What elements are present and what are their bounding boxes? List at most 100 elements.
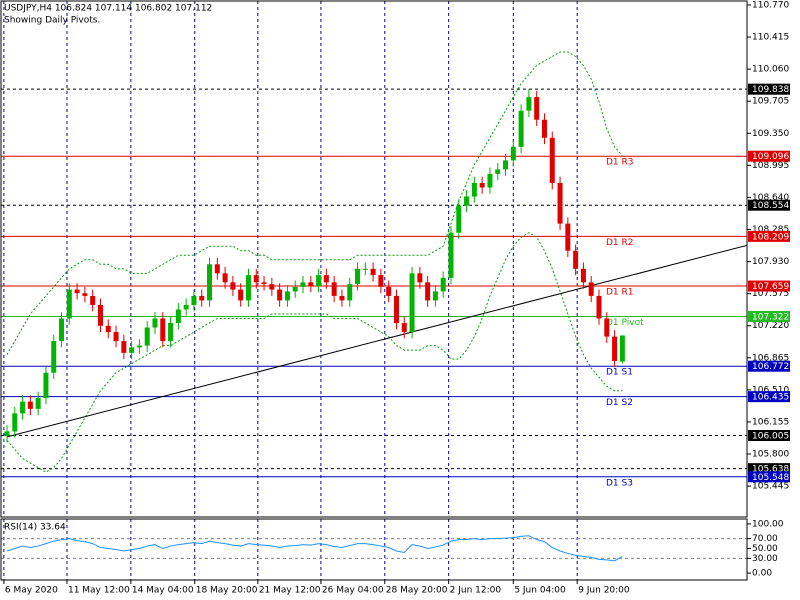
candle-body [425,282,431,301]
candle-body [82,293,88,296]
pivot-value-box [748,280,790,292]
candle-body [518,110,524,147]
candle-body [386,286,392,296]
candle-body [604,318,610,337]
y-tick-label: 109.350 [752,129,789,139]
price-label: 109.838 [752,85,789,95]
candle-body [27,401,33,409]
main-frame [0,0,748,518]
candle-body [479,182,485,188]
candle-body [51,341,57,373]
rsi-y-tick-label: 70.00 [752,534,778,544]
x-tick-label: 9 Jun 20:00 [578,586,630,596]
candle-body [12,413,18,432]
candle-body [230,282,236,290]
x-tick-label: 14 May 04:00 [132,586,194,596]
candle-body [269,284,275,290]
rsi-y-tick-label: 100.00 [752,519,784,529]
pivot-value: 107.322 [752,313,789,323]
x-tick-label: 21 May 12:00 [259,586,321,596]
candle-body [448,232,454,278]
rsi-y-tick-label: 0.00 [752,569,772,579]
candle-body [409,273,415,333]
y-tick-label: 110.415 [752,33,789,43]
candle-body [347,284,353,301]
pivot-value: 107.659 [752,282,789,292]
main-plot: D1 R3 D1 R2 D1 R1 D1 Pivot D1 S1 D1 S2 D1 S3 [1,1,747,517]
candle-body [464,196,470,206]
x-tick-label: 28 May 20:00 [386,586,448,596]
y-tick-label: 107.220 [752,321,789,331]
y-tick-label: 110.060 [752,65,789,75]
candle-body [284,291,290,301]
y-tick-label: 106.155 [752,417,789,427]
pivot-value-box [748,360,790,372]
rsi-y-tick-label: 30.00 [752,554,778,564]
price-label: 105.638 [752,465,789,475]
candle-body [121,341,127,353]
candle-body [74,289,80,294]
candle-body [191,295,197,305]
candle-body [393,295,399,324]
candle-body [526,97,532,111]
pivot-value: 108.209 [752,232,789,242]
price-label-box [748,199,790,211]
candle-body [401,323,407,333]
candle-body [557,182,563,224]
candle-body [362,268,368,270]
y-tick-label: 106.510 [752,385,789,395]
candle-body [565,223,571,251]
pivot-value-box [748,150,790,162]
candle-body [20,401,26,414]
candle-body [136,345,142,348]
pivot-value-box [748,391,790,403]
candle-body [300,282,306,287]
x-tick-label: 18 May 20:00 [196,586,258,596]
y-tick-label: 109.705 [752,97,789,107]
candle-body [323,275,329,283]
candle-body [175,309,181,324]
y-tick-label: 107.930 [752,257,789,267]
y-tick-label: 106.865 [752,353,789,363]
candle-body [59,318,65,342]
candle-body [471,182,477,197]
pivot-value: 106.435 [752,393,789,403]
pivot-value-box [748,230,790,242]
candle-body [292,286,298,292]
candle-body [245,275,251,301]
x-tick-label: 11 May 12:00 [68,586,130,596]
candle-body [90,295,96,305]
x-tick-label: 5 Jun 04:00 [514,586,566,596]
rsi-y-tick-label: 50.00 [752,544,778,554]
pivot-name: D1 S2 [606,398,633,408]
pivot-value-box [748,311,790,323]
pivot-value-box [748,471,790,483]
candle-body [331,282,337,296]
candle-body [207,264,213,301]
candle-body [355,268,361,285]
candle-body [503,160,509,170]
candle-body [97,304,103,326]
rsi-title: RSI(14) 33.64 [4,523,66,533]
band-upper [6,51,623,355]
y-tick-label: 108.285 [752,225,789,235]
candle-body [612,336,618,361]
x-tick-label: 6 May 2020 [5,586,58,596]
trendline [6,244,747,438]
rsi-line [6,535,623,562]
pivot-name: D1 S1 [606,368,633,378]
candle-body [456,205,462,233]
candle-body [214,264,220,274]
candle-body [222,273,228,283]
candle-body [277,289,283,301]
rsi-frame [0,518,748,581]
candle-body [261,282,267,285]
candle-body [534,97,540,120]
candle-body [596,295,602,319]
candle-body [308,282,314,286]
price-label-box [748,463,790,475]
candle-body [417,273,423,283]
candle-body [253,275,259,283]
